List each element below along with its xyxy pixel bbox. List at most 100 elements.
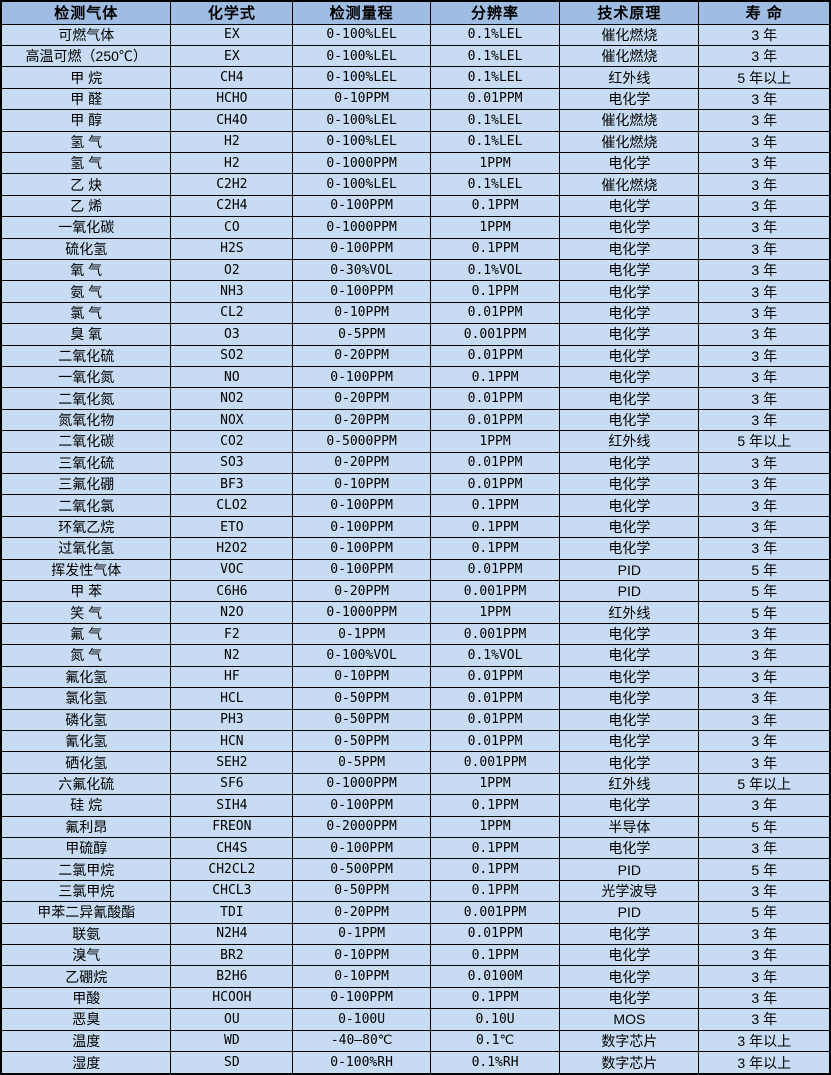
cell-lifespan: 3 年以上 (698, 1029, 831, 1053)
cell-principle: 电化学 (559, 216, 700, 239)
cell-range: 0-10PPM (292, 87, 431, 111)
table-row: 高温可燃（250℃） EX 0-100%LEL 0.1%LEL 催化燃烧 3 年 (0, 44, 831, 68)
cell-principle: 电化学 (559, 408, 700, 432)
cell-gas: 硫化氢 (0, 237, 172, 260)
cell-formula: SF6 (170, 772, 294, 796)
column-header-gas: 检测气体 (0, 0, 172, 25)
table-row: 氢 气 H2 0-100%LEL 0.1%LEL 催化燃烧 3 年 (0, 130, 831, 153)
cell-gas: 二氯甲烷 (0, 858, 172, 881)
cell-gas: 氰化氢 (0, 729, 172, 753)
table-row: 湿度 SD 0-100%RH 0.1%RH 数字芯片 3 年以上 (0, 1051, 831, 1075)
table-row: 笑 气 N2O 0-1000PPM 1PPM 红外线 5 年 (0, 601, 831, 624)
cell-formula: SEH2 (170, 751, 294, 774)
cell-range: 0-100PPM (292, 515, 431, 539)
cell-gas: 氧 气 (0, 258, 172, 282)
table-header: 检测气体 化学式 检测量程 分辨率 技术原理 寿 命 (0, 0, 831, 25)
cell-principle: 电化学 (559, 87, 700, 111)
cell-range: 0-100PPM (292, 280, 431, 303)
cell-lifespan: 3 年 (698, 836, 831, 860)
cell-resolution: 0.01PPM (429, 708, 561, 731)
cell-resolution: 0.1%LEL (429, 109, 561, 132)
cell-formula: CO (170, 216, 294, 239)
cell-gas: 一氧化氮 (0, 365, 172, 389)
cell-range: 0-1000PPM (292, 151, 431, 175)
cell-lifespan: 5 年 (698, 815, 831, 838)
table-row: 一氧化碳 CO 0-1000PPM 1PPM 电化学 3 年 (0, 216, 831, 239)
table-row: 氢 气 H2 0-1000PPM 1PPM 电化学 3 年 (0, 151, 831, 175)
cell-formula: N2 (170, 644, 294, 667)
cell-gas: 笑 气 (0, 601, 172, 624)
cell-gas: 甲 烷 (0, 66, 172, 89)
cell-formula: CLO2 (170, 494, 294, 517)
cell-formula: WD (170, 1029, 294, 1053)
cell-principle: 电化学 (559, 794, 700, 817)
cell-gas: 过氧化氢 (0, 537, 172, 560)
cell-gas: 可燃气体 (0, 23, 172, 46)
cell-resolution: 0.1%LEL (429, 66, 561, 89)
cell-principle: 红外线 (559, 772, 700, 796)
cell-formula: NOX (170, 408, 294, 432)
cell-resolution: 1PPM (429, 601, 561, 624)
table-row: 三氯甲烷 CHCL3 0-50PPM 0.1PPM 光学波导 3 年 (0, 879, 831, 903)
cell-principle: 电化学 (559, 622, 700, 646)
cell-gas: 乙 烯 (0, 194, 172, 218)
cell-lifespan: 3 年 (698, 365, 831, 389)
cell-gas: 氟利昂 (0, 815, 172, 838)
cell-lifespan: 3 年 (698, 151, 831, 175)
cell-principle: 电化学 (559, 387, 700, 410)
cell-resolution: 0.01PPM (429, 301, 561, 325)
cell-principle: 电化学 (559, 301, 700, 325)
cell-formula: FREON (170, 815, 294, 838)
table-row: 氟化氢 HF 0-10PPM 0.01PPM 电化学 3 年 (0, 665, 831, 689)
cell-gas: 联氨 (0, 922, 172, 945)
table-row: 甲酸 HCOOH 0-100PPM 0.1PPM 电化学 3 年 (0, 986, 831, 1010)
cell-range: 0-500PPM (292, 858, 431, 881)
cell-lifespan: 3 年 (698, 451, 831, 475)
cell-formula: N2H4 (170, 922, 294, 945)
cell-principle: 电化学 (559, 922, 700, 945)
cell-range: 0-100PPM (292, 365, 431, 389)
cell-resolution: 0.1PPM (429, 986, 561, 1010)
cell-formula: EX (170, 44, 294, 68)
column-header-lifespan: 寿 命 (698, 0, 831, 25)
cell-gas: 硅 烷 (0, 794, 172, 817)
cell-principle: PID (559, 901, 700, 924)
cell-formula: CL2 (170, 301, 294, 325)
column-header-resolution: 分辨率 (429, 0, 561, 25)
cell-range: 0-1PPM (292, 922, 431, 945)
cell-range: 0-100%LEL (292, 173, 431, 196)
cell-range: 0-50PPM (292, 729, 431, 753)
cell-gas: 二氧化硫 (0, 344, 172, 368)
cell-lifespan: 3 年 (698, 387, 831, 410)
cell-range: 0-1000PPM (292, 601, 431, 624)
cell-principle: 红外线 (559, 601, 700, 624)
cell-range: 0-5PPM (292, 323, 431, 346)
table-row: 乙 烯 C2H4 0-100PPM 0.1PPM 电化学 3 年 (0, 194, 831, 218)
cell-principle: 电化学 (559, 687, 700, 710)
cell-formula: F2 (170, 622, 294, 646)
cell-lifespan: 3 年 (698, 879, 831, 903)
table-row: 过氧化氢 H2O2 0-100PPM 0.1PPM 电化学 3 年 (0, 537, 831, 560)
cell-range: 0-100%LEL (292, 44, 431, 68)
table-body: 可燃气体 EX 0-100%LEL 0.1%LEL 催化燃烧 3 年高温可燃（250℃） E… (0, 23, 831, 1075)
cell-principle: 电化学 (559, 729, 700, 753)
cell-principle: 催化燃烧 (559, 173, 700, 196)
cell-range: 0-100PPM (292, 794, 431, 817)
cell-principle: 电化学 (559, 473, 700, 496)
cell-lifespan: 3 年 (698, 665, 831, 689)
cell-gas: 甲酸 (0, 986, 172, 1010)
cell-principle: 电化学 (559, 836, 700, 860)
table-row: 二氧化碳 CO2 0-5000PPM 1PPM 红外线 5 年以上 (0, 430, 831, 453)
cell-formula: C2H2 (170, 173, 294, 196)
column-header-formula: 化学式 (170, 0, 294, 25)
cell-formula: CH4S (170, 836, 294, 860)
cell-gas: 氮 气 (0, 644, 172, 667)
cell-resolution: 0.1PPM (429, 836, 561, 860)
cell-range: -40—80℃ (292, 1029, 431, 1053)
table-row: 磷化氢 PH3 0-50PPM 0.01PPM 电化学 3 年 (0, 708, 831, 731)
cell-gas: 溴气 (0, 943, 172, 967)
cell-formula: H2S (170, 237, 294, 260)
cell-range: 0-50PPM (292, 708, 431, 731)
cell-gas: 二氧化碳 (0, 430, 172, 453)
